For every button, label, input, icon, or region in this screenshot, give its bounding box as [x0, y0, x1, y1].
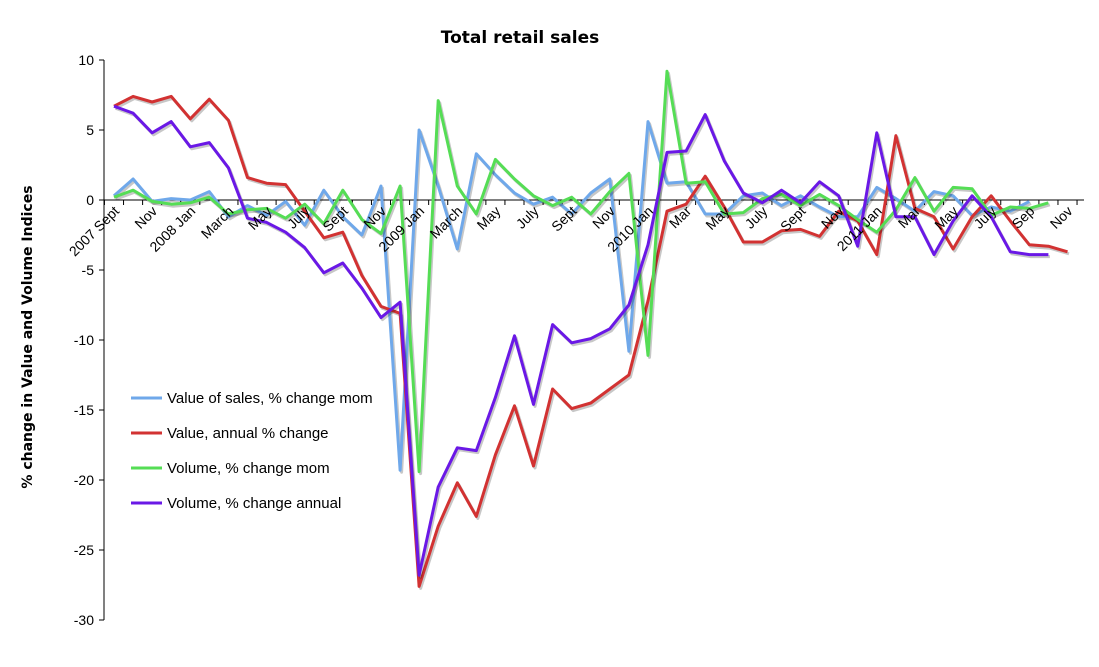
series-lines: [113, 69, 1070, 590]
y-tick-label: 10: [78, 52, 94, 68]
legend-label-3: Volume, % change mom: [167, 460, 330, 477]
y-tick-label: -10: [74, 332, 94, 348]
y-tick-label: -15: [74, 402, 94, 418]
chart-title: Total retail sales: [440, 28, 600, 48]
y-tick-label: 0: [86, 192, 94, 208]
legend: Value of sales, % change mom Value, annua…: [131, 390, 373, 512]
x-tick-label: Mar: [666, 203, 695, 232]
y-tick-label: 5: [86, 122, 94, 138]
x-tick-label: July: [742, 203, 771, 232]
series-shadow: [114, 71, 1051, 476]
x-tick-label: Nov: [131, 203, 160, 232]
legend-label-4: Volume, % change annual: [167, 495, 341, 512]
y-tick-label: -25: [74, 542, 94, 558]
y-tick-label: -20: [74, 472, 94, 488]
y-tick-label: -5: [82, 262, 95, 278]
x-tick-label: July: [513, 203, 542, 232]
series-line-1: [113, 120, 1031, 472]
x-tick-label: March: [198, 203, 237, 242]
x-tick-label: 2007 Sept: [66, 203, 123, 260]
legend-label-2: Value, annual % change: [167, 425, 329, 442]
series-line-3: [113, 69, 1049, 474]
series-line-2: [113, 94, 1068, 588]
x-tick-label: Sept: [319, 203, 351, 235]
x-tick-label: Nov: [1047, 203, 1076, 232]
series-line-4: [113, 104, 1049, 577]
series-shadow: [114, 96, 1070, 590]
x-tick-label: May: [702, 203, 732, 233]
y-tick-label: -30: [74, 612, 94, 628]
series-shadow: [114, 122, 1032, 474]
legend-label-1: Value of sales, % change mom: [167, 390, 373, 407]
